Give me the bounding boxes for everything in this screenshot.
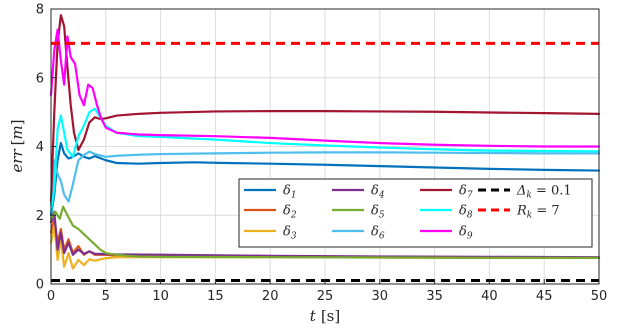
x-tick-label: 35 xyxy=(426,289,443,304)
legend-label-base: δ xyxy=(283,204,291,219)
legend-label-sub: 8 xyxy=(467,211,473,221)
legend-item: Δk = 0.1 xyxy=(478,184,572,201)
legend-label-sub: 3 xyxy=(291,232,297,242)
y-axis-symbol: err xyxy=(8,149,26,173)
legend-item: δ1 xyxy=(244,184,297,201)
legend-item: δ4 xyxy=(332,184,385,201)
legend-item: δ7 xyxy=(420,184,473,201)
legend-label-sub: k xyxy=(527,211,532,221)
x-axis-label: t [s] xyxy=(310,307,340,325)
x-axis-symbol: t xyxy=(310,307,317,325)
legend-label-base: δ xyxy=(459,225,467,240)
legend-label-tail: = 7 xyxy=(532,204,559,219)
legend-label-sub: 6 xyxy=(379,232,385,242)
legend-item: δ5 xyxy=(332,204,385,221)
x-tick-label: 40 xyxy=(481,289,498,304)
legend-label: δ5 xyxy=(371,204,385,221)
legend-label-sub: k xyxy=(526,191,531,201)
x-tick-label: 0 xyxy=(47,289,55,304)
legend-label-sub: 9 xyxy=(467,232,473,242)
legend-label: δ2 xyxy=(283,204,297,221)
legend-item: δ9 xyxy=(420,225,473,242)
y-axis-unit-close: ] xyxy=(8,119,26,125)
series-group xyxy=(49,14,601,283)
series-line-5 xyxy=(49,205,601,259)
x-tick-label: 25 xyxy=(317,289,334,304)
x-tick-label: 30 xyxy=(372,289,389,304)
series-line-4 xyxy=(49,210,601,259)
x-axis-unit: [s] xyxy=(321,307,340,325)
legend-label-base: δ xyxy=(283,225,291,240)
legend-box xyxy=(238,178,593,248)
legend-label-tail: = 0.1 xyxy=(532,184,572,199)
legend-item: δ3 xyxy=(244,225,297,242)
legend-label: Δk = 0.1 xyxy=(516,184,572,201)
y-tick-label: 6 xyxy=(36,71,44,86)
y-tick-label: 0 xyxy=(36,278,44,293)
y-tick-label: 4 xyxy=(36,140,44,155)
y-axis-unit: m xyxy=(8,125,26,139)
legend-label-base: δ xyxy=(459,184,467,199)
legend-label-sub: 4 xyxy=(378,191,385,201)
legend-label-sub: 7 xyxy=(467,191,473,201)
legend-label: δ9 xyxy=(459,225,473,242)
x-tick-label: 45 xyxy=(536,289,553,304)
legend-item: Rk = 7 xyxy=(478,204,560,221)
legend-label: δ7 xyxy=(459,184,473,201)
legend-label-sub: 5 xyxy=(379,211,385,221)
legend-item: δ6 xyxy=(332,225,385,242)
legend-item: δ8 xyxy=(420,204,473,221)
legend-label-base: δ xyxy=(371,204,379,219)
legend-label-sub: 1 xyxy=(291,191,297,201)
legend-label: δ6 xyxy=(371,225,385,242)
x-tick-label: 10 xyxy=(152,289,169,304)
series-line-1 xyxy=(49,141,601,217)
y-tick-label: 2 xyxy=(36,209,44,224)
x-tick-label: 20 xyxy=(262,289,279,304)
x-tick-label: 50 xyxy=(591,289,608,304)
legend-label-base: Δ xyxy=(516,184,526,199)
y-tick-label: 8 xyxy=(36,3,44,18)
legend-label: δ4 xyxy=(371,184,385,201)
legend-label-base: δ xyxy=(371,184,379,199)
legend-label: δ1 xyxy=(283,184,297,201)
legend-label: δ8 xyxy=(459,204,473,221)
series-line-6 xyxy=(49,150,601,207)
y-ticks: 0 2 4 6 8 xyxy=(36,3,56,293)
series-line-9 xyxy=(49,28,601,148)
legend-label-base: δ xyxy=(459,204,467,219)
y-axis-unit-open: [ xyxy=(8,140,26,146)
legend-label: δ3 xyxy=(283,225,297,242)
x-tick-label: 5 xyxy=(102,289,110,304)
legend-label: Rk = 7 xyxy=(516,204,560,221)
legend-label-base: R xyxy=(516,204,527,219)
y-axis-label: err [m] xyxy=(8,119,26,172)
x-ticks: 0 5 10 15 20 25 30 35 40 45 50 xyxy=(47,279,607,304)
x-tick-label: 15 xyxy=(207,289,224,304)
legend-label-base: δ xyxy=(283,184,291,199)
legend-label-sub: 2 xyxy=(290,211,297,221)
legend-item: δ2 xyxy=(244,204,297,221)
legend-label-base: δ xyxy=(371,225,379,240)
